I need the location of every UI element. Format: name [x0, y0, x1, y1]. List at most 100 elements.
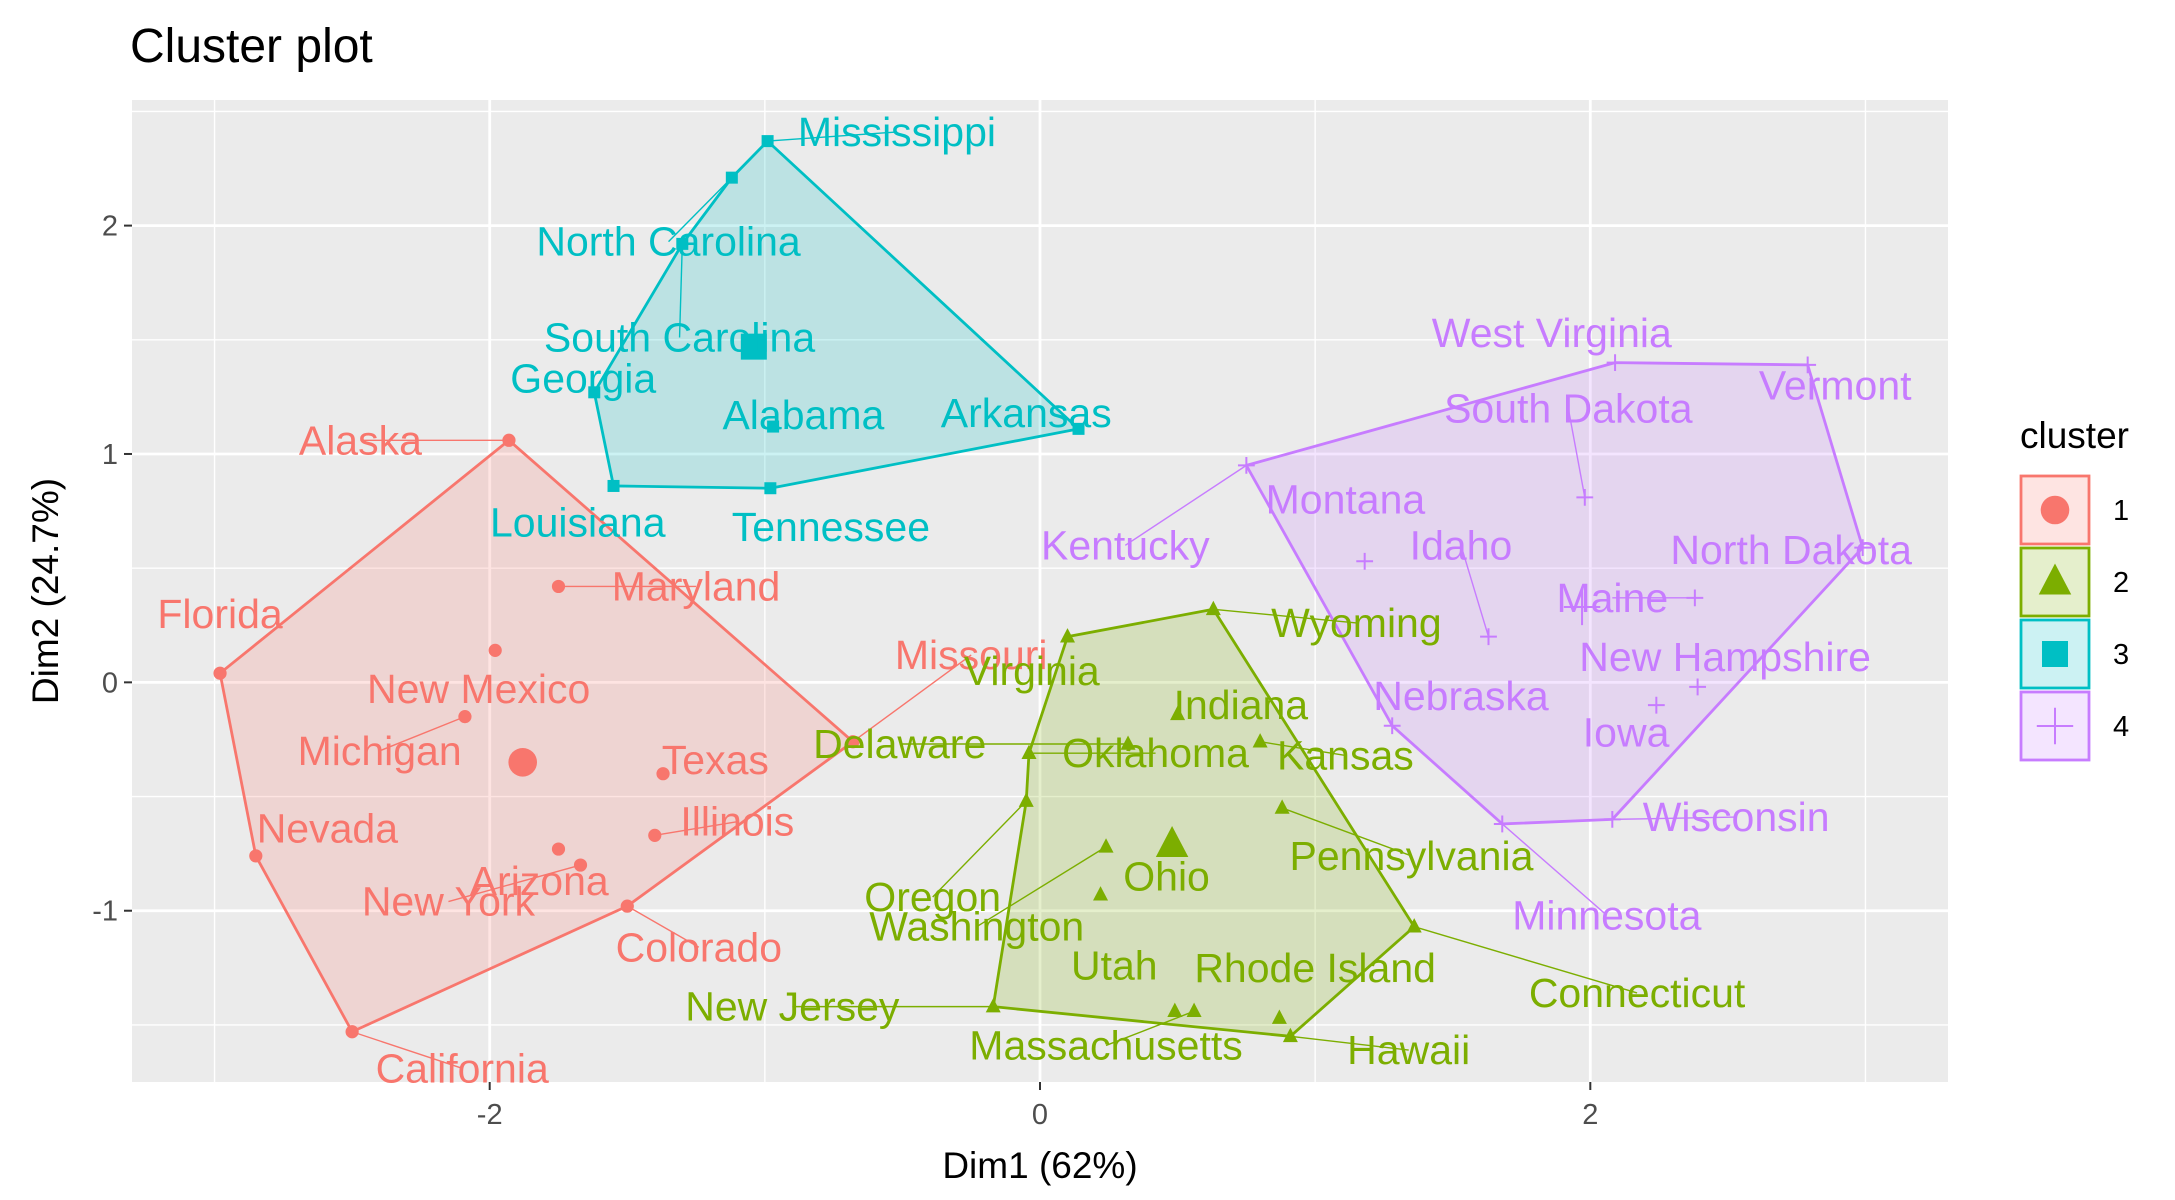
point-marker: [1606, 354, 1624, 372]
point-label: Maine: [1556, 575, 1668, 621]
point-marker: [1021, 744, 1037, 759]
point-marker: [1098, 838, 1114, 853]
point-label: Wyoming: [1271, 600, 1442, 646]
x-tick-label: 2: [1582, 1099, 1598, 1131]
y-tick-label: 0: [102, 667, 118, 699]
point-label: New Mexico: [367, 666, 590, 712]
label-leader-line: [654, 820, 738, 837]
point-marker: [1383, 717, 1401, 735]
point-label: Illinois: [680, 799, 794, 845]
point-marker: [1271, 1009, 1287, 1024]
cluster-hulls: [218, 139, 1865, 1038]
point-marker: [213, 666, 227, 680]
point-marker: [488, 643, 502, 657]
point-label: North Carolina: [536, 219, 801, 265]
point-marker: [249, 849, 263, 863]
point-label: Massachusetts: [969, 1022, 1242, 1068]
point-label: Kansas: [1277, 732, 1414, 778]
point-label: North Dakota: [1670, 527, 1912, 573]
label-leader-line: [379, 715, 466, 752]
point-label: Nevada: [257, 806, 399, 852]
label-leader-line: [932, 800, 1027, 898]
point-label: Mississippi: [798, 109, 996, 155]
legend-marker-4: [2036, 707, 2074, 745]
point-marker: [676, 237, 689, 250]
legend-key-1: [2019, 474, 2091, 546]
y-tick-label: 2: [102, 211, 118, 243]
point-marker: [588, 386, 601, 399]
point-label: Louisiana: [490, 499, 666, 545]
point-marker: [1093, 886, 1109, 901]
point-marker: [846, 735, 860, 749]
point-label: Oregon: [864, 874, 1001, 920]
label-leader-line: [1460, 545, 1490, 637]
point-label: Georgia: [510, 356, 656, 402]
cluster-2-hull: [991, 607, 1416, 1038]
point-marker: [1072, 422, 1085, 435]
legend-marker-2: [2038, 563, 2072, 595]
point-marker: [1252, 733, 1268, 748]
point-label: Washington: [869, 904, 1084, 950]
point-marker: [985, 998, 1001, 1013]
chart-title: Cluster plot: [130, 20, 373, 73]
point-marker: [1603, 810, 1621, 828]
legend: cluster 1 2 3 4: [2019, 415, 2129, 762]
legend-marker-3: [2042, 641, 2068, 667]
point-marker: [345, 1025, 359, 1039]
cluster-1-center-marker: [508, 747, 538, 777]
point-marker: [1406, 918, 1422, 933]
point-marker: [1686, 589, 1704, 607]
x-tick-label: 0: [1032, 1099, 1048, 1131]
point-label: Montana: [1266, 477, 1426, 523]
point-label: Pennsylvania: [1290, 833, 1534, 879]
point-label: Michigan: [298, 728, 462, 774]
point-label: Connecticut: [1529, 970, 1746, 1016]
point-label: Indiana: [1174, 682, 1309, 728]
point-marker: [620, 899, 634, 913]
point-label: New York: [362, 879, 536, 925]
point-marker: [1205, 600, 1221, 616]
point-label: Hawaii: [1347, 1027, 1470, 1073]
point-label: Florida: [157, 591, 283, 637]
point-label: Alabama: [722, 392, 884, 438]
point-label: Texas: [662, 737, 769, 783]
cluster-2-center-marker: [1155, 825, 1189, 858]
cluster-centers: [508, 333, 1601, 858]
legend-label-4: 4: [2113, 711, 2129, 743]
data-points: [213, 135, 1872, 1043]
point-marker: [1689, 678, 1707, 696]
point-label: Arkansas: [941, 390, 1112, 436]
point-label: West Virginia: [1432, 310, 1672, 356]
point-label: Alaska: [299, 417, 422, 463]
point-label: New Hampshire: [1579, 634, 1871, 680]
point-marker: [1576, 488, 1594, 506]
point-label: New Jersey: [685, 984, 900, 1030]
y-tick-label: 1: [102, 439, 118, 471]
point-label: Virginia: [964, 648, 1100, 694]
point-label: California: [376, 1045, 549, 1091]
label-leader-line: [678, 243, 684, 338]
legend-title: cluster: [2020, 415, 2129, 456]
label-leader-line: [1612, 816, 1737, 821]
cluster-4-center-marker: [1563, 588, 1601, 626]
label-leader-lines: [351, 131, 1737, 1069]
point-label: Missouri: [895, 632, 1048, 678]
point-label: Vermont: [1759, 362, 1912, 408]
label-leader-line: [1124, 464, 1247, 546]
label-leader-line: [1414, 926, 1638, 994]
legend-label-1: 1: [2113, 495, 2129, 527]
label-leader-line: [1290, 1035, 1409, 1051]
label-leader-line: [976, 846, 1107, 928]
point-labels: Alaska Florida California Nevada Maryland New…: [157, 109, 1912, 1091]
label-leader-line: [626, 905, 700, 948]
point-label: Rhode Island: [1194, 945, 1436, 991]
point-label: Utah: [1071, 943, 1158, 989]
legend-label-3: 3: [2113, 639, 2129, 671]
point-marker: [573, 858, 588, 872]
y-axis-title: Dim2 (24.7%): [25, 478, 66, 704]
point-marker: [607, 479, 620, 492]
point-marker: [761, 135, 774, 148]
point-label: Ohio: [1123, 853, 1210, 899]
legend-marker-1: [2040, 495, 2070, 525]
